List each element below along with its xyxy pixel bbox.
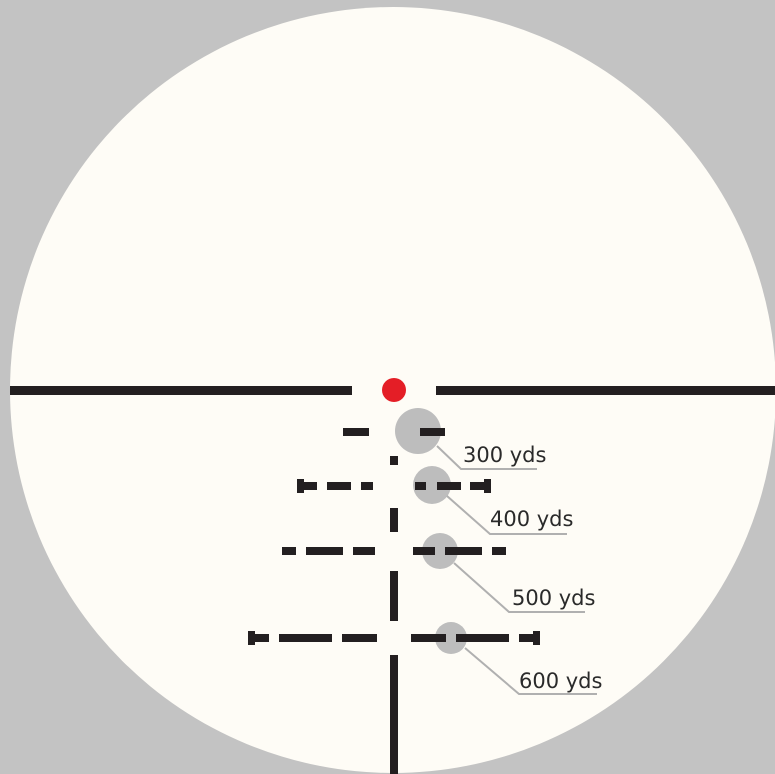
holdover-dash [342,634,377,642]
holdover-dash [492,547,506,555]
holdover-dash [411,634,446,642]
holdover-dash [519,634,540,642]
vertical-post-segment [390,508,398,532]
holdover-row-300: 300 yds [343,408,546,470]
holdover-dash [415,482,426,490]
impact-marker [413,466,451,504]
holdover-dash [282,547,296,555]
vertical-post-segment [390,655,398,774]
holdover-dash [437,482,461,490]
leader-line [446,495,567,535]
holdover-end-cap [484,479,491,493]
holdover-dash [361,482,373,490]
holdover-row-600: 600 yds [248,622,602,695]
holdover-end-cap [533,631,540,645]
holdover-dash [306,547,343,555]
vertical-post-segment [390,456,398,465]
holdover-dash [420,428,445,436]
range-label-500: 500 yds [512,586,595,610]
red-aim-dot [382,378,406,402]
holdover-dash [413,547,435,555]
impact-marker [395,408,441,454]
holdover-dash [353,547,375,555]
range-label-400: 400 yds [490,507,573,531]
holdover-dash [327,482,351,490]
impact-marker [422,533,458,569]
holdover-dash [279,634,332,642]
vertical-post-segment [390,571,398,621]
crosshair-left-arm [10,386,352,395]
vertical-post [390,456,398,774]
holdover-dash [248,634,269,642]
leader-line [436,445,537,470]
leader-line [464,647,597,695]
range-label-300: 300 yds [463,443,546,467]
impact-marker [435,622,467,654]
holdover-dash [445,547,482,555]
holdover-dash [297,482,317,490]
leader-line [453,562,585,613]
crosshair-right-arm [436,386,775,395]
range-label-600: 600 yds [519,669,602,693]
holdover-dash [470,482,490,490]
holdover-row-500: 500 yds [282,533,595,613]
holdover-row-400: 400 yds [297,466,573,535]
holdover-dash [456,634,509,642]
holdover-dash [343,428,369,436]
